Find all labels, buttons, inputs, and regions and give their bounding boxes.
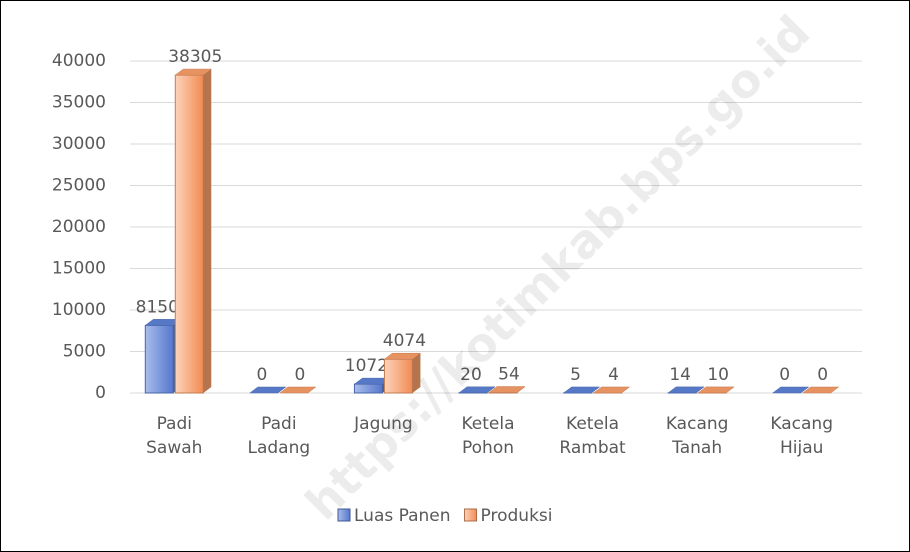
y-tick-label: 10000 [52, 300, 106, 320]
bar [592, 386, 631, 394]
legend-swatch [337, 508, 351, 522]
bar-top [697, 386, 735, 394]
bar-top [279, 386, 317, 394]
bar [801, 386, 840, 394]
data-label: 8150 [136, 297, 179, 317]
y-tick-label: 15000 [52, 259, 106, 279]
y-tick-label: 35000 [52, 93, 106, 113]
data-label: 0 [294, 365, 305, 385]
y-tick-label: 25000 [52, 176, 106, 196]
data-label: 0 [817, 365, 828, 385]
legend-swatch [464, 508, 478, 522]
bar [667, 386, 705, 394]
bar-top [801, 386, 840, 394]
bar-side [412, 353, 421, 393]
y-tick-label: 5000 [63, 342, 106, 362]
y-tick-label: 30000 [52, 134, 106, 154]
bar [458, 386, 496, 394]
bar [279, 386, 317, 394]
bar-top [592, 386, 631, 394]
data-label: 0 [779, 365, 790, 385]
bar-top [488, 386, 526, 393]
legend-label: Luas Panen [354, 506, 451, 526]
bar-top [562, 386, 601, 394]
y-tick-label: 20000 [52, 217, 106, 237]
x-tick-label: Kacang Hijau [770, 414, 833, 458]
data-label: 54 [498, 365, 520, 385]
data-label: 0 [256, 365, 267, 385]
data-label: 10 [707, 365, 729, 385]
bar-front [174, 74, 204, 394]
bar-top [249, 386, 287, 394]
data-label: 4074 [383, 331, 426, 351]
x-tick-label: Padi Ladang [247, 414, 311, 458]
bar-front [353, 383, 383, 394]
x-tick-label: Ketela Pohon [461, 414, 515, 458]
x-tick-label: Kacang Tanah [665, 414, 729, 458]
data-label: 5 [570, 365, 581, 385]
data-label: 14 [669, 365, 691, 385]
bar [144, 319, 183, 394]
bar [488, 386, 526, 394]
bar [697, 386, 735, 394]
bar-top [667, 386, 705, 394]
bar [771, 386, 810, 394]
data-label: 1072 [345, 356, 388, 376]
y-tick-label: 40000 [52, 51, 106, 71]
bar [562, 386, 601, 394]
legend-label: Produksi [481, 506, 553, 526]
bar [249, 386, 287, 394]
bar [383, 352, 422, 394]
bar [174, 68, 213, 394]
bar-top [458, 386, 496, 394]
x-tick-label: Jagung [354, 414, 413, 434]
data-label: 4 [608, 365, 619, 385]
data-label: 20 [460, 365, 482, 385]
data-label: 38305 [168, 47, 222, 67]
bar-front [144, 324, 174, 394]
bar-side [203, 69, 212, 394]
x-tick-label: Ketela Rambat [559, 414, 626, 458]
bar-top [174, 68, 213, 76]
y-tick-label: 0 [95, 383, 106, 403]
bar-top [383, 352, 422, 360]
bar-top [771, 386, 810, 394]
x-tick-label: Padi Sawah [146, 414, 203, 458]
